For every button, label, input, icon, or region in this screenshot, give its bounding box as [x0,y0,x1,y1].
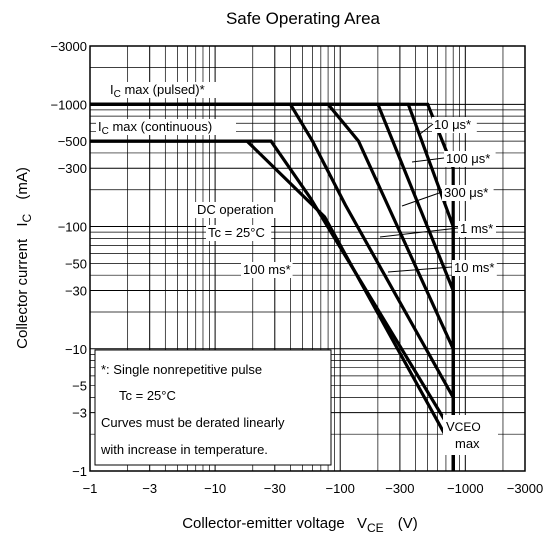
y-tick-label: −1000 [50,97,87,112]
y-tick-label: −30 [65,283,87,298]
x-axis-subscript: CE [367,521,384,535]
label-ic-max-continuous-main: I [98,119,102,134]
y-tick-labels: −1 −3 −5 −10 −30 −50 −100 −300 −500 −1000 −3000 [50,39,87,479]
x-axis-label: Collector-emitter voltage VCE (V) [182,515,418,536]
label-10us: 10 μs* [434,117,471,132]
x-tick-label: −10 [204,481,226,496]
y-tick-label: −3000 [50,39,87,54]
label-tc-25c: Tc = 25°C [208,225,265,240]
label-vceo-max: max [455,436,480,451]
x-tick-label: −100 [326,481,355,496]
label-300us-bg [442,185,494,201]
y-tick-label: −3 [72,406,87,421]
x-tick-label: −300 [385,481,414,496]
y-axis-symbol: I [14,222,31,226]
label-ic-max-continuous-rest: max (continuous) [109,119,212,134]
leader-line-3 [401,191,443,207]
label-vceo-main: V [446,419,455,434]
label-dc-operation-bg [195,202,281,218]
y-tick-label: −50 [65,256,87,271]
plot-frame [89,45,526,472]
label-vceo: VCEO [446,419,481,434]
x-axis-label-text: Collector-emitter voltage [182,515,345,532]
label-ic-max-continuous-sub: C [102,126,109,137]
label-100us: 100 μs* [446,151,490,166]
note-line-3: Curves must be derated linearly [101,415,285,430]
note-line-4: with increase in temperature. [100,442,268,457]
x-tick-label: −3 [142,481,157,496]
note-line-1: *: Single nonrepetitive pulse [101,362,262,377]
leader-line-2 [411,157,445,163]
label-100ms-bg [241,262,293,278]
label-ic-max-continuous-bg [96,119,236,135]
soa-curve-5 [90,102,455,471]
label-ic-max-pulsed: IC max (pulsed)* [110,82,205,100]
label-10ms: 10 ms* [454,260,494,275]
y-axis-label: Collector current IC (mA) [14,167,35,349]
label-vceo-sub: CEO [455,420,481,434]
label-300us: 300 μs* [444,185,488,200]
label-100ms: 100 ms* [243,262,291,277]
leader-line-5 [387,266,453,273]
label-vceo-bg [443,415,498,455]
soa-curve-7 [90,139,455,471]
label-10ms-bg [452,260,497,276]
x-tick-labels: −1 −3 −10 −30 −100 −300 −1000 −3000 [83,481,544,496]
y-tick-label: −5 [72,379,87,394]
leader-line-1 [419,123,434,135]
leader-line-4 [379,227,459,238]
x-tick-label: −1 [83,481,98,496]
y-axis-label-text: Collector current [14,238,31,349]
label-10us-bg [432,117,477,133]
x-tick-label: −1000 [447,481,484,496]
label-1ms-bg [458,221,496,237]
y-axis-subscript: C [20,213,34,222]
label-ic-max-continuous: IC max (continuous) [98,119,212,137]
label-100us-bg [444,151,496,167]
label-ic-max-pulsed-main: I [110,82,114,97]
label-1ms: 1 ms* [460,221,493,236]
x-axis-unit: (V) [398,515,418,532]
y-tick-label: −10 [65,342,87,357]
y-tick-label: −1 [72,464,87,479]
label-layer: IC max (pulsed)*IC max (continuous) 10 μs… [96,82,498,455]
note-line-2: Tc = 25°C [119,388,176,403]
label-ic-max-pulsed-bg [108,82,248,98]
y-tick-label: −100 [58,220,87,235]
label-ic-max-pulsed-rest: max (pulsed)* [121,82,205,97]
x-axis-symbol: V [357,515,367,532]
y-tick-label: −300 [58,161,87,176]
label-tc-25c-bg [206,225,272,241]
x-tick-label: −3000 [507,481,544,496]
note-box [94,349,332,466]
label-ic-max-pulsed-sub: C [114,89,121,100]
x-tick-label: −30 [264,481,286,496]
label-dc-operation: DC operation [197,202,274,217]
y-tick-label: −500 [58,134,87,149]
chart-title: Safe Operating Area [226,9,381,28]
y-axis-unit: (mA) [14,167,31,200]
